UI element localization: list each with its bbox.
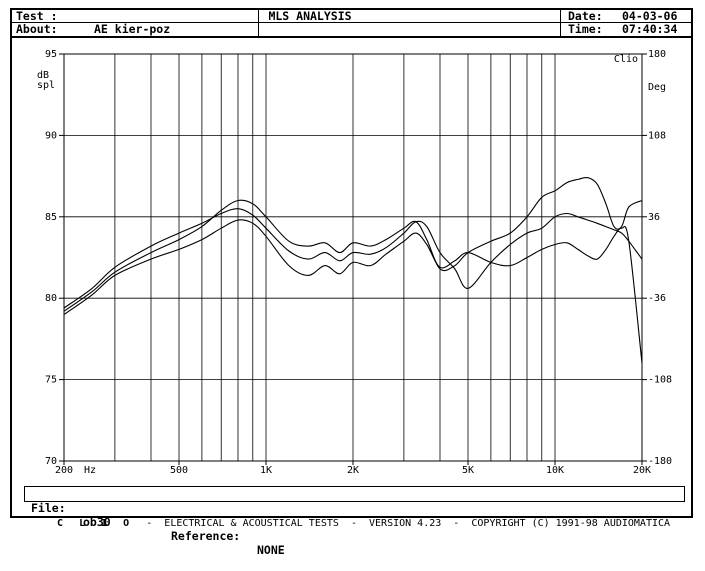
- y-tick-label: 80: [45, 293, 57, 304]
- y-tick-label: 75: [45, 375, 57, 386]
- y2-tick-label: 36: [648, 212, 660, 223]
- y2-axis-label: Deg: [648, 82, 666, 93]
- y-axis-label: spl: [37, 80, 55, 91]
- page-title: MLS ANALYSIS: [268, 9, 352, 23]
- date-label: Date:: [568, 9, 603, 23]
- series-line-2: [63, 208, 643, 309]
- y2-tick-label: 108: [648, 130, 666, 141]
- y-axis-label: dB: [37, 70, 49, 81]
- about-value: AE kier-poz: [94, 22, 171, 36]
- x-tick-label: 1K: [260, 465, 272, 476]
- x-tick-label: 500: [170, 465, 188, 476]
- x-unit-label: Hz: [84, 465, 96, 476]
- y-tick-label: 70: [45, 456, 57, 467]
- test-label: Test :: [16, 9, 58, 23]
- footer-brand: C L I O: [57, 518, 135, 529]
- y2-tick-label: -36: [648, 293, 666, 304]
- x-tick-label: 5K: [462, 465, 474, 476]
- x-tick-label: 200: [55, 465, 73, 476]
- reference-label: Reference:: [171, 529, 241, 543]
- frequency-response-chart: 70 75 80 85 90 95 -180 -108 -36 36 108 180 200 500 1K 2…: [37, 49, 672, 476]
- reference-value: NONE: [257, 543, 285, 557]
- y-tick-label: 90: [45, 130, 57, 141]
- y2-tick-label: 180: [648, 49, 666, 60]
- x-tick-label: 20K: [633, 465, 651, 476]
- time-label: Time:: [568, 22, 603, 36]
- file-value: ob30: [83, 515, 111, 529]
- brand-corner-label: Clio: [614, 54, 638, 65]
- date-value: 04-03-06: [622, 9, 678, 23]
- y2-tick-label: -180: [648, 456, 672, 467]
- x-tick-label: 10K: [546, 465, 564, 476]
- y-tick-label: 95: [45, 49, 57, 60]
- analysis-window: Test : About: AE kier-poz MLS ANALYSIS D…: [10, 8, 693, 557]
- header-row-divider: [12, 22, 560, 23]
- footer-text: - ELECTRICAL & ACOUSTICAL TESTS - VERSIO…: [146, 518, 671, 529]
- about-label: About:: [16, 22, 58, 36]
- header-divider: [258, 10, 259, 36]
- file-label: File:: [31, 501, 66, 515]
- time-value: 07:40:34: [622, 22, 678, 36]
- y2-tick-label: -108: [648, 375, 672, 386]
- header-row-divider: [560, 22, 691, 23]
- footer-bar: C L I O - ELECTRICAL & ACOUSTICAL TESTS …: [12, 506, 691, 529]
- x-tick-label: 2K: [347, 465, 359, 476]
- header-panel: Test : About: AE kier-poz MLS ANALYSIS D…: [12, 10, 691, 38]
- series-line-3: [63, 219, 643, 364]
- header-divider: [560, 10, 561, 36]
- y-tick-label: 85: [45, 212, 57, 223]
